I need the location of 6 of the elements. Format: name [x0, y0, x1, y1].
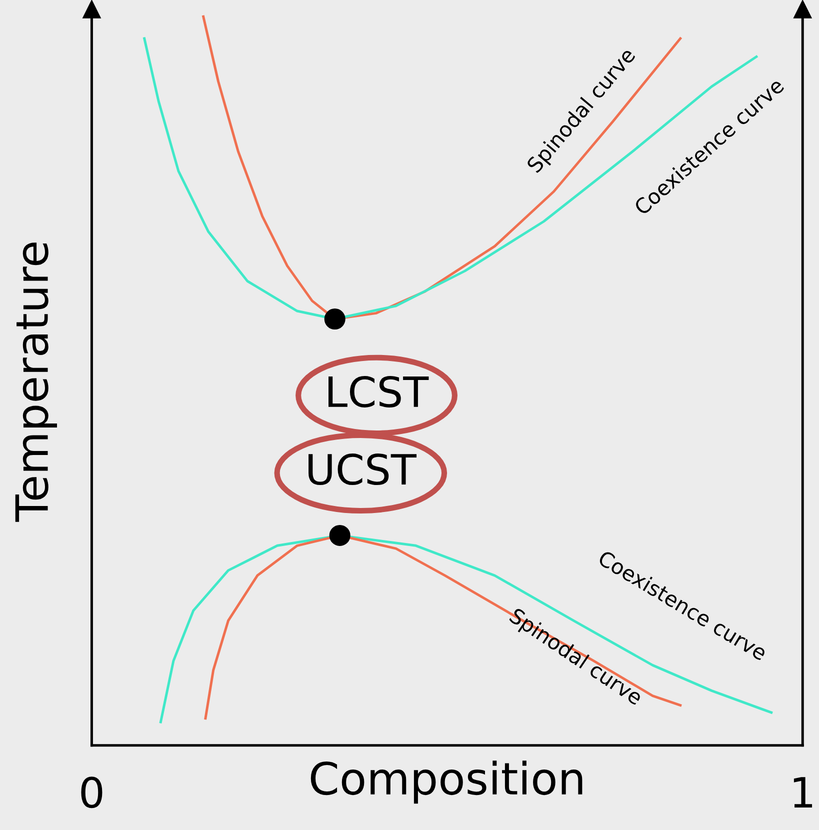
- y-axis-title: Temperature: [15, 242, 58, 522]
- x-tick-label: 1: [794, 777, 812, 808]
- x-axis-title: Composition: [310, 760, 582, 804]
- annotation: LCST: [328, 376, 429, 408]
- x-tick-label: 0: [81, 776, 102, 808]
- annotation: UCST: [308, 454, 417, 486]
